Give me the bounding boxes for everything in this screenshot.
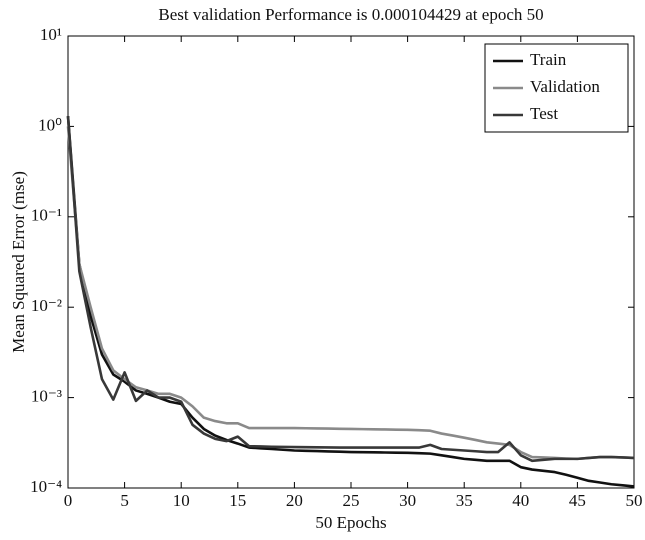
x-tick-label: 15 xyxy=(229,491,246,510)
x-tick-label: 45 xyxy=(569,491,586,510)
x-axis-label: 50 Epochs xyxy=(315,513,386,532)
y-tick-label: 10⁻¹ xyxy=(31,206,62,225)
x-tick-label: 40 xyxy=(512,491,529,510)
x-tick-label: 20 xyxy=(286,491,303,510)
x-tick-label: 10 xyxy=(173,491,190,510)
legend-label: Train xyxy=(530,50,567,69)
x-tick-label: 50 xyxy=(626,491,643,510)
y-tick-label: 10⁰ xyxy=(38,115,62,134)
series-line xyxy=(66,116,635,463)
x-tick-label: 35 xyxy=(456,491,473,510)
x-tick-label: 0 xyxy=(64,491,73,510)
legend-label: Validation xyxy=(530,77,600,96)
y-tick-label: 10⁻² xyxy=(31,296,62,315)
y-tick-label: 10⁻³ xyxy=(31,387,62,406)
x-tick-label: 5 xyxy=(120,491,129,510)
series-line xyxy=(66,116,635,488)
x-tick-label: 30 xyxy=(399,491,416,510)
chart-title: Best validation Performance is 0.0001044… xyxy=(158,5,543,24)
y-tick-label: 10⁻⁴ xyxy=(30,477,62,496)
series-line xyxy=(66,126,635,461)
y-tick-label: 10¹ xyxy=(40,25,62,44)
y-axis-label: Mean Squared Error (mse) xyxy=(9,171,28,353)
x-tick-label: 25 xyxy=(343,491,360,510)
legend-label: Test xyxy=(530,104,558,123)
